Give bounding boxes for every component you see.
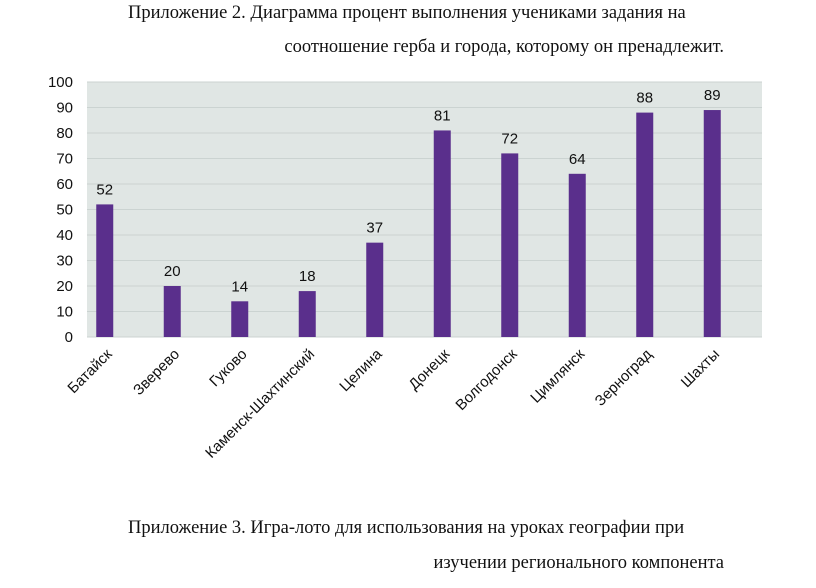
bar — [96, 204, 114, 337]
y-tick-label: 70 — [56, 151, 73, 168]
data-label: 64 — [569, 151, 586, 168]
y-tick-label: 20 — [56, 278, 73, 295]
y-tick-label: 40 — [56, 227, 73, 244]
bar — [231, 301, 249, 337]
x-tick-label: Целина — [336, 345, 386, 395]
data-label: 37 — [366, 220, 383, 237]
bar — [433, 130, 451, 337]
bar — [163, 286, 181, 337]
appendix2-caption-line2: соотношение герба и города, которому он … — [284, 37, 724, 57]
data-label: 89 — [704, 87, 721, 104]
data-labels: 52 20 14 18 37 81 72 64 88 89 — [96, 87, 720, 295]
y-tick-label: 90 — [56, 100, 73, 117]
x-tick-label: Донецк — [405, 346, 453, 394]
y-axis-ticks: 0 10 20 30 40 50 60 70 80 90 100 — [48, 74, 73, 346]
y-tick-label: 50 — [56, 202, 73, 219]
x-tick-label: Гуково — [206, 346, 250, 390]
bar — [703, 110, 721, 337]
bar — [366, 242, 384, 337]
y-tick-label: 30 — [56, 253, 73, 270]
y-tick-label: 80 — [56, 125, 73, 142]
x-tick-label: Волгодонск — [452, 346, 520, 414]
bar — [636, 112, 654, 337]
appendix3-caption-line2: изучении регионального компонента — [433, 553, 724, 573]
data-label: 81 — [434, 107, 451, 124]
x-tick-label: Каменск-Шахтинский — [202, 346, 318, 462]
bars — [96, 110, 721, 337]
data-label: 72 — [501, 130, 518, 147]
bar — [568, 173, 586, 337]
data-label: 14 — [231, 278, 248, 295]
y-tick-label: 10 — [56, 304, 73, 321]
y-tick-label: 0 — [65, 329, 73, 346]
x-tick-label: Шахты — [678, 346, 723, 391]
appendix2-caption-line1: Приложение 2. Диаграмма процент выполнен… — [128, 3, 686, 23]
bar — [298, 291, 316, 337]
x-tick-label: Батайск — [64, 345, 115, 396]
bar-chart: 0 10 20 30 40 50 60 70 80 90 100 52 20 14 18 37 81 72 64 8… — [48, 74, 762, 462]
data-label: 18 — [299, 268, 316, 285]
x-tick-label: Цимлянск — [527, 346, 588, 407]
x-tick-label: Зверево — [130, 346, 183, 399]
y-tick-label: 60 — [56, 176, 73, 193]
data-label: 52 — [96, 181, 113, 198]
data-label: 88 — [636, 90, 653, 107]
y-tick-label: 100 — [48, 74, 73, 91]
x-tick-label: Зерноград — [592, 346, 656, 410]
bar — [501, 153, 519, 337]
data-label: 20 — [164, 263, 181, 280]
appendix3-caption-line1: Приложение 3. Игра-лото для использовани… — [128, 518, 685, 538]
